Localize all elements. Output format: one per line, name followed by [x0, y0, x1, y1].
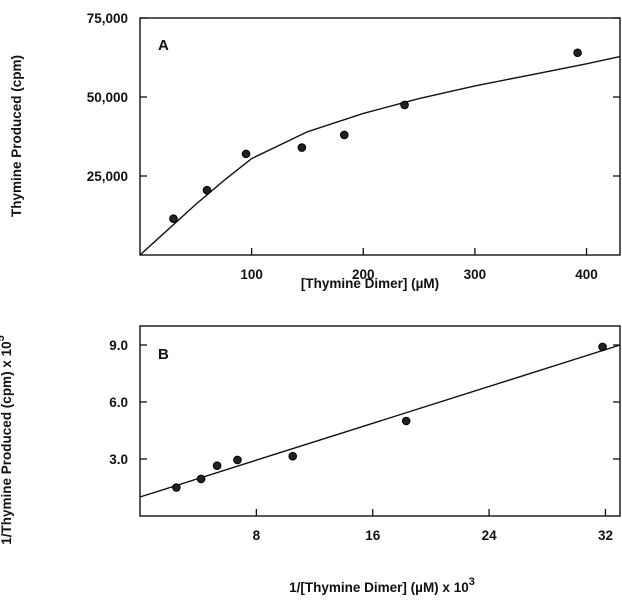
panel-b-x-tick-label: 8: [253, 528, 261, 543]
panel-b-x-axis-label-sup: 3: [469, 576, 475, 588]
panel-a-x-tick-label: 200: [352, 267, 375, 282]
panel-a-x-axis-label: [Thymine Dimer] (µM): [301, 276, 439, 291]
panel-b-x-axis-label: 1/[Thymine Dimer] (µM) x 103: [289, 576, 475, 595]
panel-b-x-tick-label: 24: [482, 528, 498, 543]
panel-b-label: B: [158, 346, 169, 363]
panel-a-x-tick-label: 300: [464, 267, 487, 282]
panel-b-fit-line: [139, 344, 621, 498]
panel-b-data-point: [196, 474, 206, 484]
panel-b-y-axis-label-text: 1/Thymine Produced (cpm) x 10: [0, 341, 14, 544]
panel-b-plot-frame: [139, 325, 621, 517]
panel-a: A [Thymine Dimer] (µM) Thymine Produced …: [9, 11, 621, 291]
panel-b-x-tick-label: 32: [598, 528, 613, 543]
panel-a-data-point: [573, 48, 582, 58]
panel-a-y-tick-label: 25,000: [87, 169, 128, 184]
panel-b-y-tick-label: 9.0: [109, 338, 128, 353]
panel-a-data-point: [297, 143, 307, 152]
panel-a-label: A: [158, 37, 169, 54]
panel-a-y-tick-label: 50,000: [87, 90, 128, 105]
panel-a-data-point: [202, 185, 212, 195]
panel-b-data-point: [233, 455, 242, 465]
panel-b-y-axis-label-sup: 5: [0, 335, 7, 341]
panel-b-data-point: [598, 342, 607, 352]
panel-a-data-point: [169, 214, 178, 223]
panel-a-fit-line: [139, 55, 621, 256]
panel-b-y-axis-label: 1/Thymine Produced (cpm) x 105: [0, 335, 14, 544]
panel-b: B 1/[Thymine Dimer] (µM) x 103 1/Thymine…: [0, 325, 621, 595]
panel-a-x-tick-label: 100: [240, 267, 263, 282]
panel-b-y-tick-label: 6.0: [109, 395, 128, 410]
panel-b-data-point: [172, 483, 181, 492]
panel-a-x-tick-label: 400: [575, 267, 598, 282]
panel-a-data-point: [339, 130, 349, 140]
panel-a-y-axis-label: Thymine Produced (cpm): [9, 55, 24, 217]
panel-a-data-point: [241, 149, 251, 159]
panel-a-plot-frame: [139, 17, 621, 256]
panel-b-x-tick-label: 16: [365, 528, 381, 543]
panel-b-x-axis-label-text: 1/[Thymine Dimer] (µM) x 10: [289, 580, 469, 595]
panel-b-y-tick-label: 3.0: [109, 452, 128, 467]
panel-b-data-point: [288, 451, 298, 461]
panel-b-data-point: [212, 461, 222, 470]
panel-a-y-tick-label: 75,000: [87, 11, 128, 26]
panel-a-data-point: [400, 100, 409, 110]
panel-b-data-point: [401, 416, 411, 426]
